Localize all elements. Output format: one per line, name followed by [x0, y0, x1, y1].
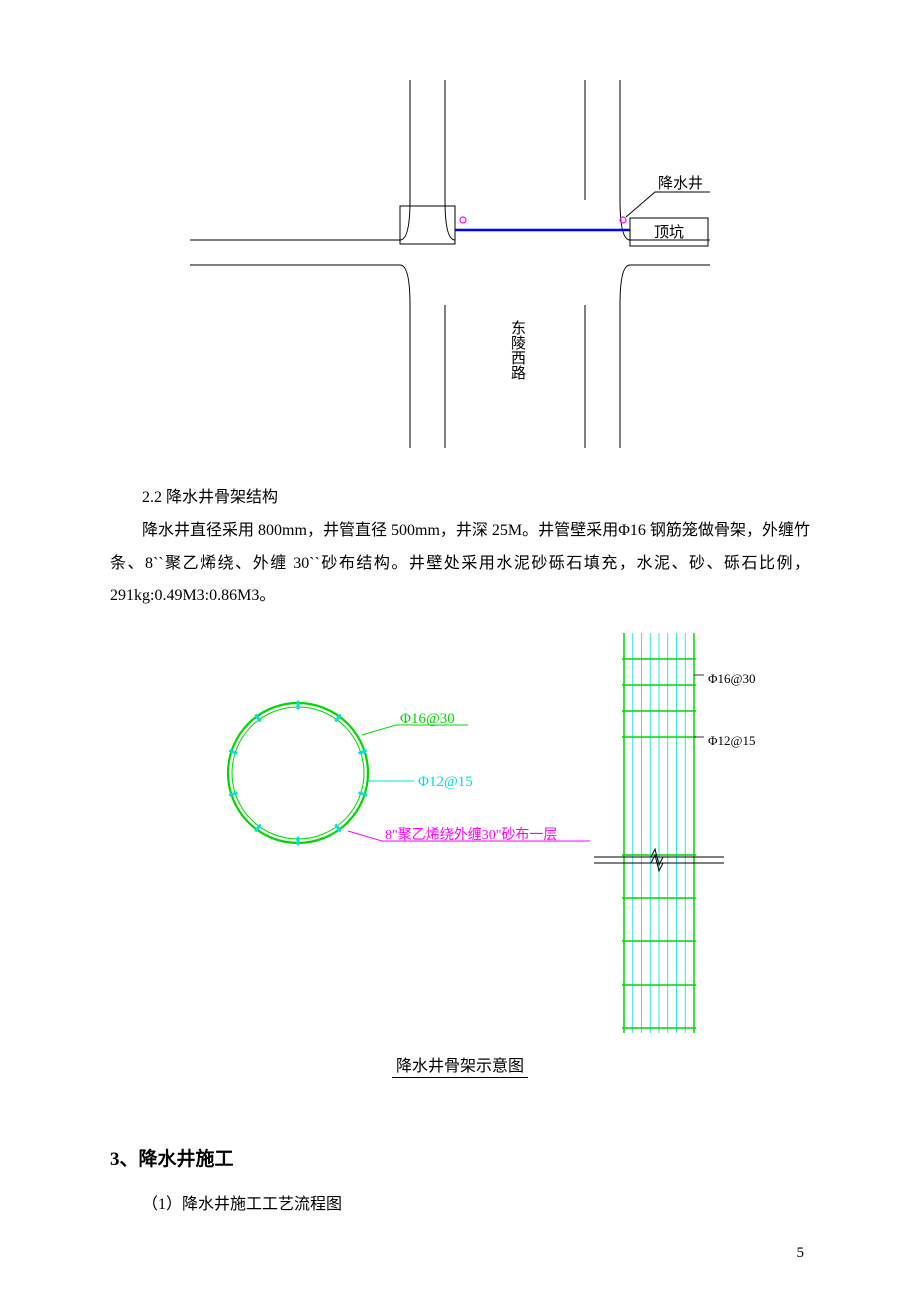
section-3-heading: 3、降水井施工 — [110, 1144, 810, 1171]
svg-text:东陵西路: 东陵西路 — [509, 320, 526, 380]
svg-text:8"聚乙烯绕外缠30"砂布一层: 8"聚乙烯绕外缠30"砂布一层 — [385, 826, 557, 843]
figure2-caption: 降水井骨架示意图 — [110, 1051, 810, 1084]
plan-diagram: 顶坑 降水井东陵西路 — [190, 80, 710, 450]
section-2-2-heading: 2.2 降水井骨架结构 — [110, 482, 810, 515]
svg-text:Φ12@15: Φ12@15 — [418, 774, 473, 790]
svg-text:顶坑: 顶坑 — [654, 224, 684, 241]
cage-schematic: Φ16@30 Φ12@15 8"聚乙烯绕外缠30"砂布一层 Φ16@30 Φ12@15 — [170, 633, 770, 1043]
svg-text:Φ16@30: Φ16@30 — [400, 711, 455, 727]
section-2-2-body: 降水井直径采用 800mm，井管直径 500mm，井深 25M。井管壁采用Φ16… — [110, 515, 810, 613]
section-3-sub1: （1）降水井施工工艺流程图 — [110, 1189, 810, 1222]
svg-text:Φ12@15: Φ12@15 — [708, 733, 755, 748]
svg-text:Φ16@30: Φ16@30 — [708, 671, 755, 686]
svg-text:降水井: 降水井 — [658, 175, 703, 192]
page-number: 5 — [797, 1245, 805, 1262]
